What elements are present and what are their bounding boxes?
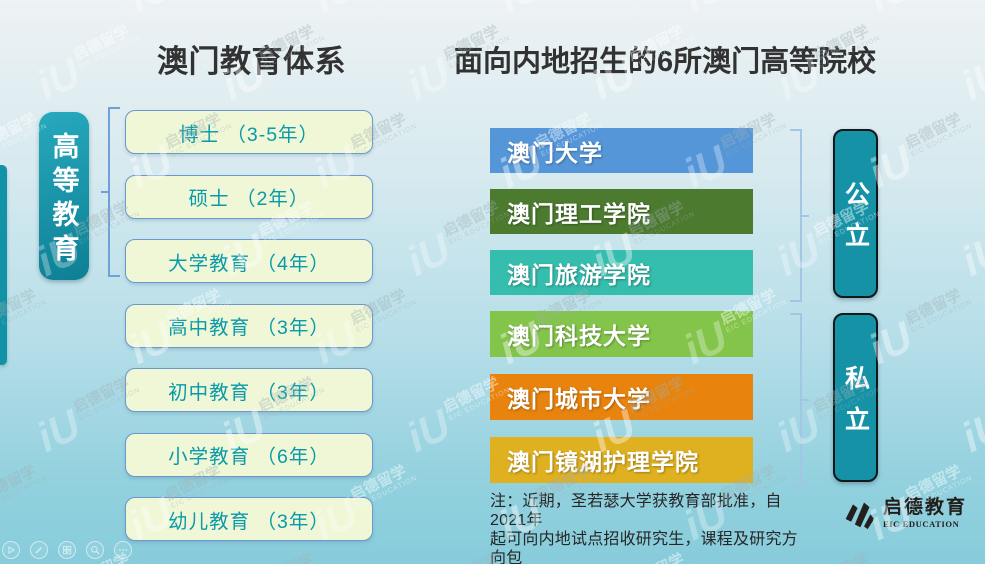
eic-logo: 启德教育 EIC EDUCATION	[842, 496, 967, 531]
presenter-toolbar	[2, 541, 132, 559]
education-level-box: 硕士 （2年）	[125, 174, 373, 219]
education-level-box: 小学教育 （6年）	[125, 432, 373, 477]
public-universities-list: 澳门大学 澳门理工学院 澳门旅游学院	[490, 128, 753, 295]
magnifier-icon	[91, 546, 100, 555]
pen-button[interactable]	[30, 541, 48, 559]
higher-education-label: 高等教育	[48, 131, 79, 268]
eic-logo-subname: EIC EDUCATION	[883, 518, 960, 529]
see-all-slides-button[interactable]	[58, 541, 76, 559]
private-universities-list: 澳门科技大学 澳门城市大学 澳门镜湖护理学院	[490, 311, 753, 483]
slide-grid-icon	[63, 546, 72, 555]
ellipsis-icon	[119, 549, 127, 551]
next-slide-button[interactable]	[2, 541, 20, 559]
education-levels-list: 博士 （3-5年） 硕士 （2年） 大学教育 （4年） 高中教育 （3年） 初中…	[125, 110, 373, 541]
clipped-box-edge	[0, 165, 7, 365]
public-group-brace	[790, 129, 809, 302]
private-label: 私立	[841, 364, 870, 447]
eic-logo-text: 启德教育 EIC EDUCATION	[883, 497, 968, 529]
eic-logo-name: 启德教育	[883, 497, 968, 519]
footnote-line: 起可向内地试点招收研究生，课程及研究方向包	[490, 531, 798, 564]
footnote: 注：近期，圣若瑟大学获教育部批准，自2021年 起可向内地试点招收研究生，课程及…	[490, 492, 810, 564]
university-box: 澳门镜湖护理学院	[490, 437, 753, 483]
education-level-box: 大学教育 （4年）	[125, 239, 373, 283]
private-label-box: 私立	[833, 313, 878, 482]
education-level-box: 幼儿教育 （3年）	[125, 497, 373, 541]
higher-education-label-box: 高等教育	[39, 112, 89, 280]
left-section-title: 澳门教育体系	[157, 44, 346, 79]
university-box: 澳门科技大学	[490, 311, 753, 357]
play-icon	[8, 546, 15, 554]
higher-education-brace	[101, 107, 120, 277]
right-section-title: 面向内地招生的6所澳门高等院校	[454, 46, 877, 78]
university-box: 澳门旅游学院	[490, 250, 753, 295]
eic-logo-icon	[845, 502, 875, 530]
education-level-box: 高中教育 （3年）	[125, 303, 373, 348]
more-options-button[interactable]	[114, 541, 132, 559]
public-label-box: 公立	[833, 129, 878, 298]
public-label: 公立	[841, 180, 870, 263]
university-box: 澳门城市大学	[490, 374, 753, 420]
university-box: 澳门大学	[490, 128, 753, 173]
zoom-button[interactable]	[86, 541, 104, 559]
university-box: 澳门理工学院	[490, 189, 753, 234]
pen-icon	[35, 547, 42, 554]
education-level-box: 初中教育 （3年）	[125, 368, 373, 412]
education-level-box: 博士 （3-5年）	[125, 110, 373, 154]
footnote-line: 注：近期，圣若瑟大学获教育部批准，自2021年	[490, 493, 782, 529]
private-group-brace	[790, 313, 809, 486]
